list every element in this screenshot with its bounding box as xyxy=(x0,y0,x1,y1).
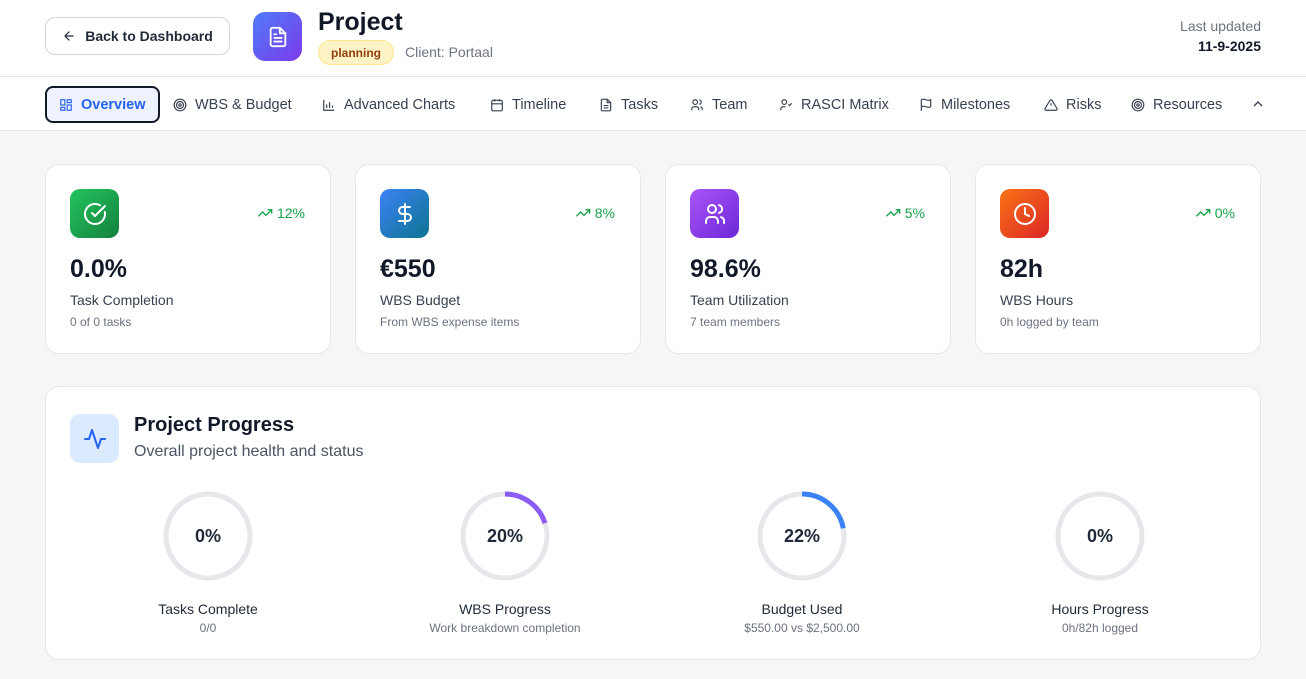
calendar-icon xyxy=(491,98,503,111)
grid-icon xyxy=(60,98,72,111)
stat-label: WBS Budget xyxy=(380,292,461,308)
project-file-icon xyxy=(253,12,302,61)
panel-title: Project Progress xyxy=(134,414,295,436)
trend-indicator: 8% xyxy=(575,205,615,221)
ring-percentage: 20% xyxy=(486,525,524,546)
tab-label: Milestones xyxy=(941,96,1011,113)
client-name: Client: Portaal xyxy=(405,44,493,60)
status-badge: planning xyxy=(318,40,394,65)
ring-subtext: 0/0 xyxy=(199,621,217,635)
tab-team[interactable]: Team xyxy=(690,86,747,123)
stat-card-task-completion: 12% 0.0% Task Completion 0 of 0 tasks xyxy=(45,164,331,354)
warning-icon xyxy=(1044,98,1058,111)
stat-subtext: From WBS expense items xyxy=(380,315,520,329)
stat-label: WBS Hours xyxy=(1000,292,1074,308)
back-button-label: Back to Dashboard xyxy=(85,28,213,44)
trend-indicator: 5% xyxy=(885,205,925,221)
tab-bar: Overview WBS & Budget Advanced Charts Ti… xyxy=(0,77,1306,131)
trend-value: 5% xyxy=(904,205,925,221)
project-progress-panel: Project Progress Overall project health … xyxy=(45,386,1261,660)
tab-label: Team xyxy=(712,96,748,113)
page-header: Back to Dashboard Project planning Clien… xyxy=(0,0,1306,77)
dollar-icon xyxy=(380,189,429,238)
ring-label: Tasks Complete xyxy=(158,601,258,617)
file-icon xyxy=(600,98,612,111)
stat-card-wbs-budget: 8% €550 WBS Budget From WBS expense item… xyxy=(355,164,641,354)
stat-label: Team Utilization xyxy=(690,292,789,308)
stat-card-team-utilization: 5% 98.6% Team Utilization 7 team members xyxy=(665,164,951,354)
tab-timeline[interactable]: Timeline xyxy=(490,86,566,123)
ring-label: Budget Used xyxy=(761,601,843,617)
tab-risks[interactable]: Risks xyxy=(1044,86,1101,123)
tab-label: Resources xyxy=(1153,96,1223,113)
trending-up-icon xyxy=(1195,209,1211,217)
stat-card-wbs-hours: 0% 82h WBS Hours 0h logged by team xyxy=(975,164,1261,354)
tab-advanced-charts[interactable]: Advanced Charts xyxy=(322,86,455,123)
trending-up-icon xyxy=(257,209,273,217)
tab-label: RASCI Matrix xyxy=(801,96,889,113)
ring-budget-used: 22% xyxy=(755,489,849,583)
stat-value: 82h xyxy=(1000,255,1044,283)
users-icon xyxy=(691,98,703,110)
last-updated-date: 11-9-2025 xyxy=(1197,38,1261,54)
ring-hours-progress: 0% xyxy=(1053,489,1147,583)
trend-value: 12% xyxy=(276,205,305,221)
bar-chart-icon xyxy=(323,99,335,111)
tab-label: Tasks xyxy=(621,96,659,113)
trending-up-icon xyxy=(885,209,901,217)
page-title: Project xyxy=(318,8,403,36)
ring-subtext: $550.00 vs $2,500.00 xyxy=(744,621,860,635)
ring-subtext: Work breakdown completion xyxy=(429,621,581,635)
ring-percentage: 22% xyxy=(783,525,821,546)
trend-value: 8% xyxy=(594,205,615,221)
tab-label: WBS & Budget xyxy=(195,96,292,113)
stat-value: 98.6% xyxy=(690,255,761,283)
ring-wbs-progress: 20% xyxy=(458,489,552,583)
tab-wbs-budget[interactable]: WBS & Budget xyxy=(173,86,292,123)
target-icon xyxy=(1131,98,1145,111)
tab-resources[interactable]: Resources xyxy=(1131,86,1222,123)
ring-subtext: 0h/82h logged xyxy=(1061,621,1139,635)
stat-label: Task Completion xyxy=(70,292,174,308)
last-updated-label: Last updated xyxy=(1180,18,1261,34)
back-to-dashboard-button[interactable]: Back to Dashboard xyxy=(45,17,230,55)
tab-rasci-matrix[interactable]: RASCI Matrix xyxy=(779,86,889,123)
user-check-icon xyxy=(780,98,793,110)
tab-label: Advanced Charts xyxy=(344,96,456,113)
stat-subtext: 0h logged by team xyxy=(1000,315,1099,329)
flag-icon xyxy=(920,97,932,111)
tab-overview[interactable]: Overview xyxy=(45,86,160,123)
activity-icon xyxy=(70,414,119,463)
trend-value: 0% xyxy=(1214,205,1235,221)
panel-subtitle: Overall project health and status xyxy=(134,443,364,460)
ring-label: WBS Progress xyxy=(459,601,551,617)
stat-value: €550 xyxy=(380,255,436,283)
trend-indicator: 12% xyxy=(257,205,305,221)
ring-percentage: 0% xyxy=(194,525,221,546)
chevron-up-icon[interactable] xyxy=(1250,95,1266,113)
clock-icon xyxy=(1000,189,1049,238)
tab-label: Overview xyxy=(81,96,146,113)
ring-percentage: 0% xyxy=(1086,525,1113,546)
stat-value: 0.0% xyxy=(70,255,127,283)
tab-label: Timeline xyxy=(512,96,567,113)
target-icon xyxy=(173,98,187,111)
users-icon xyxy=(690,189,739,238)
trend-indicator: 0% xyxy=(1195,205,1235,221)
tab-label: Risks xyxy=(1066,96,1102,113)
tab-milestones[interactable]: Milestones xyxy=(919,86,1010,123)
check-circle-icon xyxy=(70,189,119,238)
ring-label: Hours Progress xyxy=(1051,601,1149,617)
arrow-left-icon xyxy=(64,31,74,41)
trending-up-icon xyxy=(575,209,591,217)
tab-tasks[interactable]: Tasks xyxy=(599,86,658,123)
stat-subtext: 7 team members xyxy=(690,315,781,329)
stat-subtext: 0 of 0 tasks xyxy=(70,315,132,329)
ring-tasks-complete: 0% xyxy=(161,489,255,583)
